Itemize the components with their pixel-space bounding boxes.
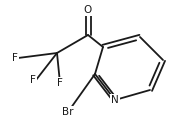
Text: F: F	[30, 75, 36, 85]
Text: F: F	[12, 53, 18, 63]
Text: N: N	[111, 95, 119, 105]
Text: Br: Br	[62, 107, 74, 117]
Text: F: F	[57, 78, 63, 88]
Text: O: O	[84, 5, 92, 15]
